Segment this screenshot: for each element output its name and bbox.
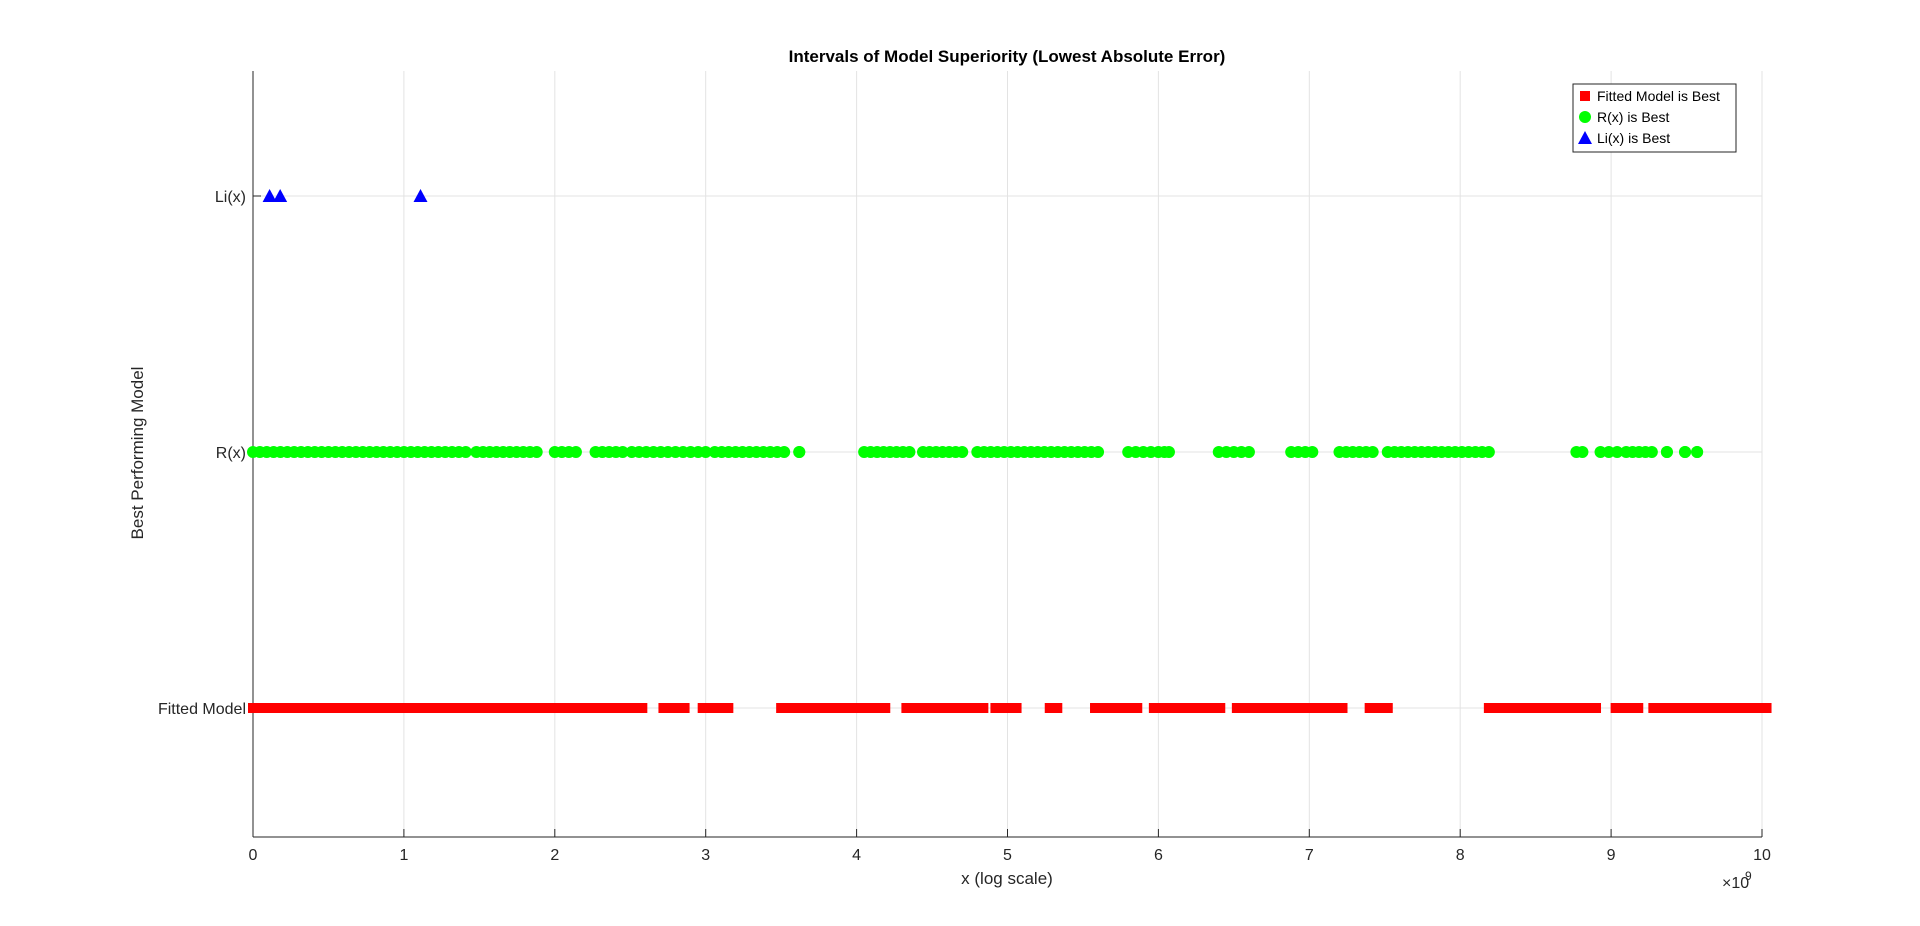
x-axis-label: x (log scale): [961, 869, 1053, 888]
x-tick-label: 4: [852, 847, 861, 864]
data-point: [1611, 446, 1624, 458]
y-tick-label: R(x): [216, 445, 246, 462]
data-point: [273, 189, 288, 202]
data-point: [1594, 446, 1607, 458]
legend: Fitted Model is Best R(x) is Best Li(x) is…: [1572, 83, 1737, 153]
data-point: [1578, 703, 1602, 713]
legend-box: [1572, 83, 1737, 153]
data-point: [1092, 446, 1105, 458]
data-point: [1625, 703, 1644, 713]
data-point: [1660, 446, 1673, 458]
data-point: [931, 703, 989, 713]
y-axis-label: Best Performing Model: [128, 367, 147, 540]
legend-marker: [1579, 111, 1591, 123]
data-point: [413, 189, 428, 202]
data-point: [697, 703, 734, 713]
data-point: [616, 446, 629, 458]
legend-label: R(x) is Best: [1597, 109, 1669, 125]
data-point: [1044, 703, 1063, 713]
data-point: [1645, 446, 1658, 458]
data-point: [1576, 446, 1589, 458]
data-point: [604, 703, 648, 713]
x-tick-label: 6: [1154, 847, 1163, 864]
x-tick-label: 7: [1305, 847, 1314, 864]
x-tick-label: 10: [1753, 847, 1771, 864]
data-point: [658, 703, 690, 713]
data-point: [1364, 703, 1393, 713]
legend-label: Li(x) is Best: [1597, 130, 1670, 146]
data-point: [501, 703, 539, 713]
data-point: [1306, 446, 1319, 458]
data-point: [1289, 703, 1309, 713]
data-point: [1482, 446, 1495, 458]
data-point: [1366, 446, 1379, 458]
data-point: [990, 703, 1022, 713]
data-point: [793, 446, 806, 458]
x-tick-label: 3: [701, 847, 710, 864]
data-point: [1090, 703, 1143, 713]
data-point: [901, 703, 933, 713]
data-point: [1698, 703, 1772, 713]
data-point: [903, 446, 916, 458]
x-tick-label: 8: [1456, 847, 1465, 864]
data-point: [1648, 703, 1674, 713]
y-tick-label: Fitted Model: [158, 701, 246, 718]
data-point: [483, 703, 506, 713]
data-point: [1679, 446, 1692, 458]
x-exponent-power: 9: [1745, 869, 1752, 883]
legend-marker: [1580, 91, 1590, 101]
data-point: [1691, 446, 1704, 458]
x-tick-label: 9: [1607, 847, 1616, 864]
series-triangle: [262, 189, 428, 202]
data-point: [1242, 446, 1255, 458]
y-tick-label: Li(x): [215, 189, 246, 206]
x-tick-label: 5: [1003, 847, 1012, 864]
data-point: [776, 703, 873, 713]
series-circle: [247, 446, 1704, 458]
y-ticks: Fitted Model R(x) Li(x): [158, 189, 261, 718]
data-point: [869, 703, 891, 713]
data-point: [262, 189, 277, 202]
data-point: [459, 446, 472, 458]
data-point: [778, 446, 791, 458]
data-point: [699, 446, 712, 458]
legend-label: Fitted Model is Best: [1597, 88, 1720, 104]
x-tick-label: 0: [249, 847, 258, 864]
data-point: [1666, 703, 1692, 713]
data-point: [248, 703, 489, 713]
x-exponent-base: ×10: [1722, 875, 1749, 892]
x-tick-label: 2: [550, 847, 559, 864]
data-point: [1307, 703, 1348, 713]
data-point: [1610, 703, 1630, 713]
data-point: [1148, 703, 1171, 713]
x-ticks: 0 1 2 3 4 5 6 7 8 9 10: [249, 829, 1771, 864]
data-point: [1162, 446, 1175, 458]
series-square: [248, 703, 1772, 713]
legend-marker: [1578, 131, 1592, 144]
data-point: [1686, 703, 1706, 713]
data-point: [569, 446, 582, 458]
data-point: [530, 446, 543, 458]
x-tick-label: 1: [399, 847, 408, 864]
data-point: [1165, 703, 1226, 713]
data-marks: [247, 189, 1772, 713]
chart-title: Intervals of Model Superiority (Lowest A…: [789, 47, 1226, 66]
data-point: [534, 703, 609, 713]
data-point: [1602, 446, 1615, 458]
data-point: [1483, 703, 1580, 713]
data-point: [956, 446, 969, 458]
data-point: [1231, 703, 1297, 713]
x-exponent: ×10 9: [1722, 869, 1752, 892]
